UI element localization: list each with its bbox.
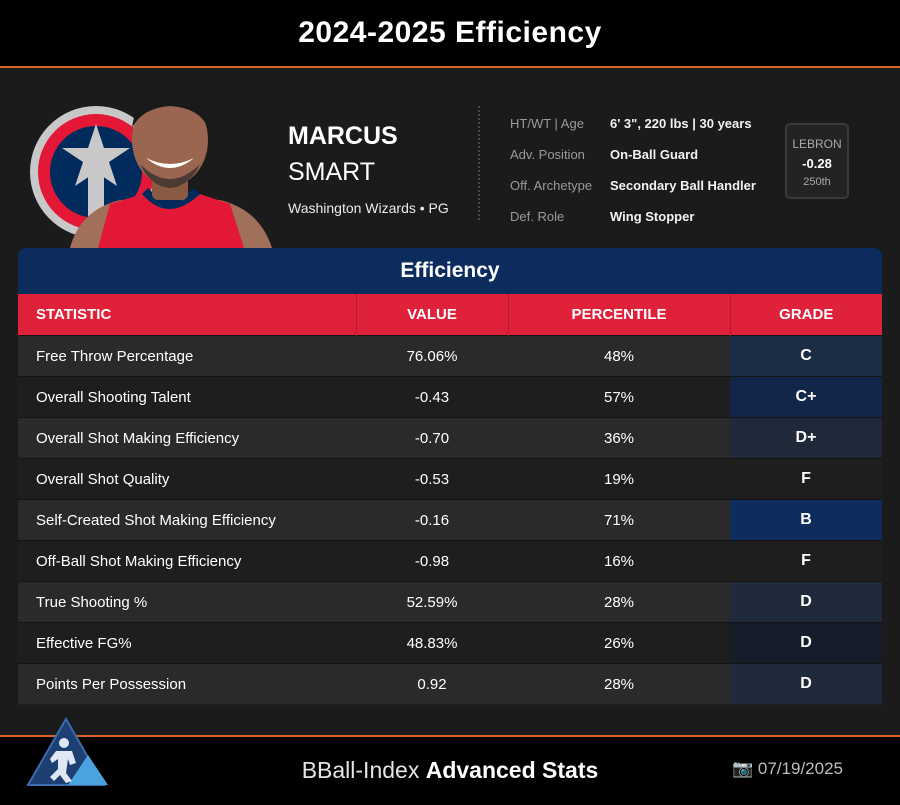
info-value: 6' 3", 220 lbs | 30 years	[610, 116, 752, 131]
stat-name-cell: Effective FG%	[18, 622, 356, 664]
table-row: Free Throw Percentage 76.06% 48% C	[18, 335, 882, 377]
stat-grade-cell: D	[730, 581, 882, 623]
stat-grade-cell: D+	[730, 417, 882, 459]
info-row-def-role: Def. Role Wing Stopper	[510, 201, 756, 232]
info-row-height-weight-age: HT/WT | Age 6' 3", 220 lbs | 30 years	[510, 108, 756, 139]
stat-grade-cell: D	[730, 663, 882, 704]
info-label: Off. Archetype	[510, 178, 593, 193]
page-title: 2024-2025 Efficiency	[298, 16, 602, 49]
stat-grade-cell: F	[730, 458, 882, 500]
table-row: Points Per Possession 0.92 28% D	[18, 663, 882, 704]
stat-name-cell: Self-Created Shot Making Efficiency	[18, 499, 356, 541]
player-team-position: Washington Wizards • PG	[288, 200, 449, 216]
stat-percentile-cell: 36%	[508, 417, 730, 459]
title-bar: 2024-2025 Efficiency	[0, 0, 900, 68]
stat-percentile-cell: 28%	[508, 581, 730, 623]
info-value: Wing Stopper	[610, 209, 695, 224]
stat-name-cell: Free Throw Percentage	[18, 335, 356, 377]
info-value: On-Ball Guard	[610, 147, 699, 162]
stat-grade-cell: D	[730, 622, 882, 664]
player-photo	[70, 90, 272, 248]
info-value: Secondary Ball Handler	[610, 178, 756, 193]
stat-value-cell: -0.16	[356, 499, 508, 541]
stat-value-cell: 48.83%	[356, 622, 508, 664]
stat-value-cell: -0.53	[356, 458, 508, 500]
stat-percentile-cell: 48%	[508, 335, 730, 377]
brand-text: BBall-Index Advanced Stats	[0, 757, 900, 784]
lebron-percentile: 250th	[803, 176, 831, 188]
efficiency-table: STATISTIC VALUE PERCENTILE GRADE Free Th…	[18, 294, 882, 704]
info-label: HT/WT | Age	[510, 116, 584, 131]
stat-grade-cell: C+	[730, 376, 882, 418]
table-row: Overall Shooting Talent -0.43 57% C+	[18, 376, 882, 418]
player-header: MARCUS SMART Washington Wizards • PG HT/…	[0, 68, 900, 248]
header-divider	[478, 106, 480, 220]
stat-name-cell: Overall Shot Making Efficiency	[18, 417, 356, 459]
player-name-block: MARCUS SMART Washington Wizards • PG	[288, 118, 449, 216]
panel-title: Efficiency	[18, 248, 882, 294]
stat-percentile-cell: 28%	[508, 663, 730, 704]
player-info-grid: HT/WT | Age 6' 3", 220 lbs | 30 years Ad…	[510, 108, 756, 232]
stat-value-cell: -0.98	[356, 540, 508, 582]
table-row: Overall Shot Quality -0.53 19% F	[18, 458, 882, 500]
stat-percentile-cell: 26%	[508, 622, 730, 664]
stat-value-cell: 52.59%	[356, 581, 508, 623]
efficiency-panel: Efficiency STATISTIC VALUE PERCENTILE GR…	[18, 248, 882, 708]
camera-icon: 📷	[732, 759, 754, 778]
info-label: Adv. Position	[510, 147, 585, 162]
info-row-position: Adv. Position On-Ball Guard	[510, 139, 756, 170]
stat-name-cell: Off-Ball Shot Making Efficiency	[18, 540, 356, 582]
stat-name-cell: Overall Shot Quality	[18, 458, 356, 500]
stat-grade-cell: B	[730, 499, 882, 541]
info-row-archetype: Off. Archetype Secondary Ball Handler	[510, 170, 756, 201]
bball-index-logo-icon	[26, 717, 108, 786]
stat-name-cell: True Shooting %	[18, 581, 356, 623]
stat-value-cell: -0.43	[356, 376, 508, 418]
lebron-value: -0.28	[802, 156, 832, 171]
brand-name: BBall-Index	[301, 757, 420, 783]
table-row: Effective FG% 48.83% 26% D	[18, 622, 882, 664]
player-last-name: SMART	[288, 158, 376, 186]
player-first-name: MARCUS	[288, 122, 398, 150]
stat-percentile-cell: 71%	[508, 499, 730, 541]
stat-percentile-cell: 19%	[508, 458, 730, 500]
stat-grade-cell: F	[730, 540, 882, 582]
footer-bar: BBall-Index Advanced Stats 📷 07/19/2025	[0, 717, 900, 805]
table-row: Off-Ball Shot Making Efficiency -0.98 16% F	[18, 540, 882, 582]
stat-value-cell: 76.06%	[356, 335, 508, 377]
stat-percentile-cell: 57%	[508, 376, 730, 418]
column-header-statistic: STATISTIC	[18, 294, 357, 336]
lebron-badge: LEBRON -0.28 250th	[785, 123, 849, 199]
column-header-grade: GRADE	[730, 294, 882, 336]
info-label: Def. Role	[510, 209, 565, 224]
table-row: Overall Shot Making Efficiency -0.70 36% D+	[18, 417, 882, 459]
date-stamp: 📷 07/19/2025	[732, 759, 843, 779]
table-row: True Shooting % 52.59% 28% D	[18, 581, 882, 623]
stat-value-cell: -0.70	[356, 417, 508, 459]
stat-name-cell: Overall Shooting Talent	[18, 376, 356, 418]
column-header-value: VALUE	[356, 294, 509, 336]
table-header-row: STATISTIC VALUE PERCENTILE GRADE	[18, 294, 882, 336]
date-text: 07/19/2025	[757, 759, 843, 778]
table-row: Self-Created Shot Making Efficiency -0.16…	[18, 499, 882, 541]
stat-name-cell: Points Per Possession	[18, 663, 356, 704]
lebron-label: LEBRON	[792, 137, 842, 151]
stat-percentile-cell: 16%	[508, 540, 730, 582]
column-header-percentile: PERCENTILE	[508, 294, 731, 336]
stat-grade-cell: C	[730, 335, 882, 377]
brand-tagline: Advanced Stats	[425, 757, 599, 783]
stat-value-cell: 0.92	[356, 663, 508, 704]
